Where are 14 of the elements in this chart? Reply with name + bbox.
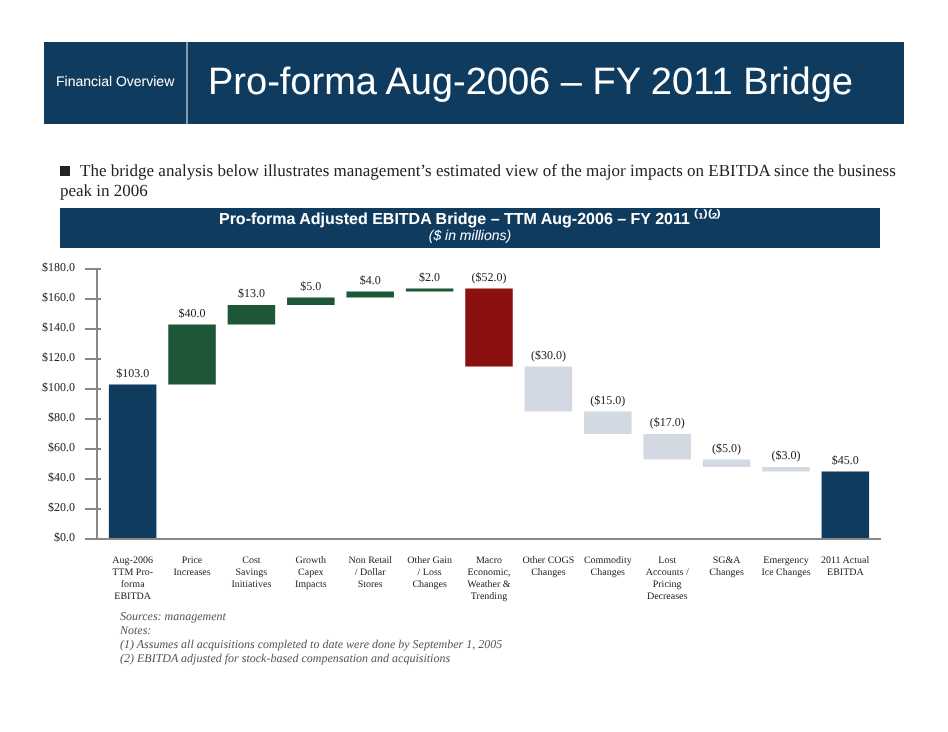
bar xyxy=(168,324,216,385)
bar xyxy=(821,471,870,539)
bar xyxy=(108,384,157,539)
bar xyxy=(643,434,691,460)
bar xyxy=(584,411,632,434)
bar xyxy=(702,459,751,467)
bar xyxy=(346,291,394,298)
chart-title: Pro-forma Adjusted EBITDA Bridge – TTM Aug-2006 – FY 2011 ⁽¹⁾⁽²⁾ xyxy=(216,210,723,228)
text: Pro-forma Aug-2006 – FY 2011 Bridge xyxy=(206,59,853,108)
bar xyxy=(524,366,573,412)
bar xyxy=(287,297,335,305)
bar xyxy=(465,288,513,367)
bar xyxy=(227,305,276,325)
text: The bridge analysis below illustrates management’s estimated view of the major impacts on EBITDA since the business peak in 2006 xyxy=(60,160,898,200)
